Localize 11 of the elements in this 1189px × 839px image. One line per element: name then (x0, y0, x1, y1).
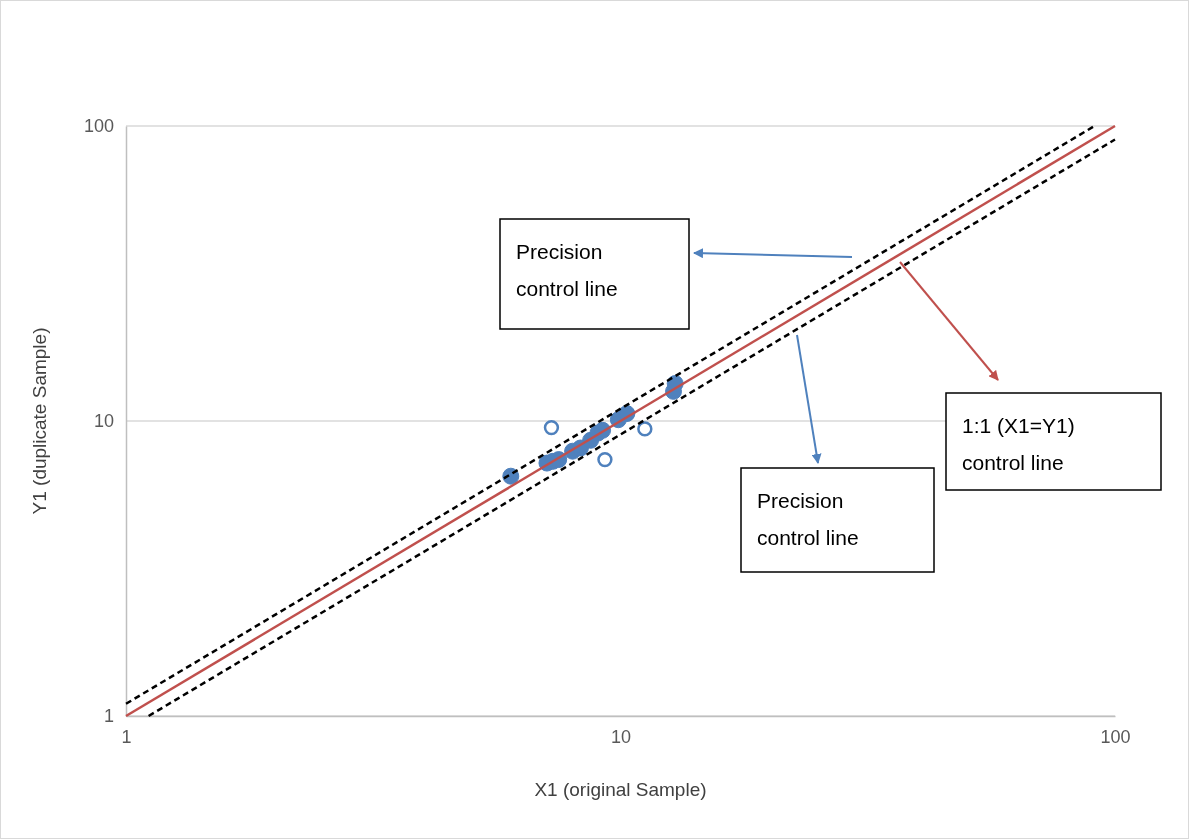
y-axis-title: Y1 (duplicate Sample) (29, 327, 50, 515)
annotation: Precision control line (757, 489, 859, 549)
y-tick-label: 1 (103, 706, 114, 727)
x-tick-label: 1 (121, 726, 132, 747)
x-axis-title: X1 (original Sample) (534, 779, 707, 800)
annotation: 1:1 (X1=Y1) control line (962, 414, 1075, 474)
y-tick-label: 10 (93, 411, 114, 432)
annotation: Precision control line (516, 240, 618, 300)
x-tick-label: 100 (1100, 726, 1131, 747)
x-tick-label: 10 (610, 726, 632, 747)
y-tick-label: 100 (83, 116, 114, 137)
